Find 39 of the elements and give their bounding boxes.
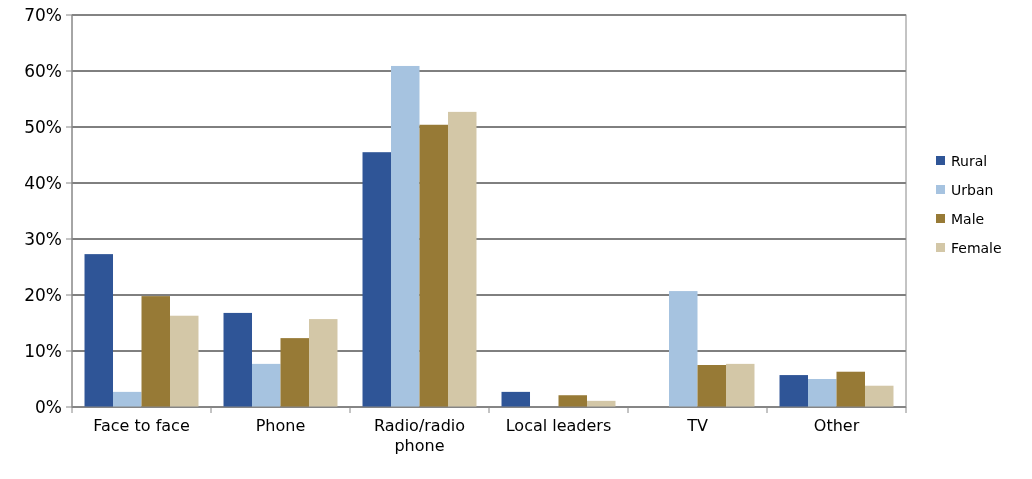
legend-label: Rural [951, 152, 988, 169]
bar [558, 395, 587, 407]
bar [309, 319, 338, 407]
bar [669, 291, 698, 407]
bar [170, 315, 199, 407]
bar [113, 391, 142, 407]
bar [252, 363, 281, 407]
bar [779, 375, 809, 407]
x-tick-label: Phone [255, 416, 306, 435]
y-tick-label: 40% [24, 172, 62, 193]
bar [836, 371, 865, 407]
bar [697, 365, 726, 407]
legend-label: Male [951, 210, 985, 227]
bar [501, 391, 531, 407]
x-tick-label: Other [813, 416, 860, 435]
bar [448, 111, 477, 407]
x-tick-label: Face to face [93, 416, 190, 435]
bar [808, 379, 837, 407]
bar [362, 152, 392, 407]
y-tick-label: 30% [24, 228, 62, 249]
bar [84, 254, 114, 407]
bar [865, 385, 894, 407]
legend-label: Female [951, 239, 1002, 256]
y-tick-label: 70% [24, 4, 62, 25]
y-tick-label: 20% [24, 284, 62, 305]
bar [141, 296, 170, 407]
x-tick-label: TV [686, 416, 708, 435]
legend-label: Urban [951, 181, 994, 198]
y-tick-label: 10% [24, 340, 62, 361]
x-tick-label: Radio/radio phone [373, 416, 466, 455]
bar [223, 312, 253, 407]
bar [419, 124, 448, 407]
bar [726, 363, 755, 407]
y-tick-label: 60% [24, 60, 62, 81]
y-tick-label: 50% [24, 116, 62, 137]
bar [391, 65, 420, 407]
bar [280, 338, 309, 407]
x-tick-label: Local leaders [505, 416, 612, 435]
y-tick-label: 0% [35, 396, 62, 417]
